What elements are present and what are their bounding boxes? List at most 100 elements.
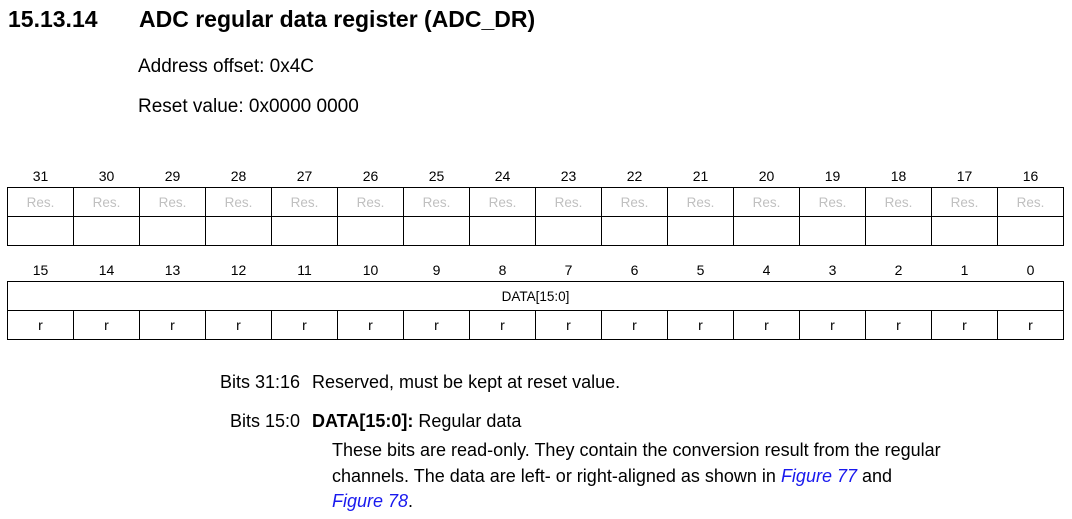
access-cell-empty [601,216,668,246]
access-cell-empty [139,216,206,246]
reserved-field-cell: Res. [271,187,338,217]
address-offset: Address offset: 0x4C [138,56,315,77]
access-cell-empty [469,216,536,246]
reserved-field-cell: Res. [7,187,74,217]
bit-number: 22 [626,168,643,184]
access-cell-empty [733,216,800,246]
description-text: Reserved, must be kept at reset value. [312,372,621,392]
bit-number: 25 [428,168,445,184]
bit-number: 20 [758,168,775,184]
access-cell: r [403,310,470,340]
bit-number: 17 [956,168,973,184]
access-cell: r [799,310,866,340]
bit-number: 26 [362,168,379,184]
bit-number: 2 [894,262,903,278]
bit-number: 29 [164,168,181,184]
field-heading: DATA[15:0]: Regular data [312,411,521,432]
access-cell: r [535,310,602,340]
bit-number: 23 [560,168,577,184]
access-cell: r [205,310,272,340]
bit-number: 14 [98,262,115,278]
reserved-field-cell: Res. [667,187,734,217]
reserved-field-cell: Res. [865,187,932,217]
reserved-field-cell: Res. [799,187,866,217]
reset-value: Reset value: 0x0000 0000 [138,96,359,117]
reserved-field-cell: Res. [535,187,602,217]
data-field-cell: DATA[15:0] [7,281,1064,311]
reserved-field-cell: Res. [73,187,140,217]
bit-number: 30 [98,168,115,184]
bit-number: 6 [630,262,639,278]
reserved-field-cell: Res. [205,187,272,217]
bit-number: 0 [1026,262,1035,278]
access-cell-empty [535,216,602,246]
field-row-low: DATA[15:0] [7,281,1064,311]
section-title: ADC regular data register (ADC_DR) [139,6,536,32]
reserved-field-cell: Res. [139,187,206,217]
figure-78-link[interactable]: Figure 78 [332,491,409,511]
access-cell-empty [865,216,932,246]
field-description-paragraph: These bits are read-only. They contain t… [332,438,941,515]
bit-number: 27 [296,168,313,184]
access-cell-empty [7,216,74,246]
bit-number: 5 [696,262,705,278]
bit-number: 31 [32,168,49,184]
bit-number: 13 [164,262,181,278]
bit-number: 28 [230,168,247,184]
bit-number: 16 [1022,168,1039,184]
access-cell: r [7,310,74,340]
bits-label: Bits 31:16 [219,372,300,392]
access-cell-empty [931,216,998,246]
bit-number-row-low: 15 14 13 12 11 10 9 8 7 6 5 4 3 2 1 0 [8,246,1064,282]
reserved-field-cell: Res. [337,187,404,217]
reserved-field-cell: Res. [997,187,1064,217]
field-name: DATA[15:0]: [312,411,414,431]
access-cell: r [931,310,998,340]
field-row-high: Res. Res. Res. Res. Res. Res. Res. Res. Res. Res.… [7,187,1064,217]
access-cell: r [139,310,206,340]
bit-number: 11 [297,262,312,278]
paragraph-line: Figure 78. [332,489,941,515]
access-cell-empty [205,216,272,246]
bit-number: 12 [230,262,247,278]
access-cell-empty [337,216,404,246]
bit-number: 1 [960,262,969,278]
text-span: channels. The data are left- or right-al… [332,465,781,486]
access-cell-empty [73,216,140,246]
bit-number: 7 [564,262,573,278]
bit-number: 8 [498,262,507,278]
bit-number: 10 [362,262,379,278]
bit-number: 3 [828,262,837,278]
field-summary: Regular data [413,411,522,431]
bit-number: 9 [432,262,441,278]
reserved-field-cell: Res. [931,187,998,217]
access-cell: r [271,310,338,340]
bits-label: Bits 15:0 [229,411,300,431]
bit-number: 18 [890,168,907,184]
text-span: . [408,491,414,511]
access-cell: r [667,310,734,340]
access-cell: r [733,310,800,340]
section-number: 15.13.14 [8,6,98,32]
access-cell: r [73,310,140,340]
bit-number-row-high: 31 30 29 28 27 26 25 24 23 22 21 20 19 18 17 16 [8,152,1064,188]
access-cell: r [337,310,404,340]
reserved-field-cell: Res. [733,187,800,217]
access-cell: r [601,310,668,340]
bit-number: 21 [692,168,709,184]
access-cell: r [997,310,1064,340]
access-cell: r [865,310,932,340]
access-cell-empty [997,216,1064,246]
register-bit-table: 31 30 29 28 27 26 25 24 23 22 21 20 19 18 17 16 Res. Res… [7,152,1064,340]
paragraph-line: channels. The data are left- or right-al… [332,464,941,490]
bit-number: 24 [494,168,511,184]
access-cell-empty [403,216,470,246]
access-cell: r [469,310,536,340]
reserved-field-cell: Res. [403,187,470,217]
figure-77-link[interactable]: Figure 77 [780,465,857,486]
reserved-field-cell: Res. [469,187,536,217]
access-cell-empty [667,216,734,246]
section-heading: 15.13.14 ADC regular data register (ADC_D… [8,6,535,33]
bit-number: 19 [824,168,841,184]
